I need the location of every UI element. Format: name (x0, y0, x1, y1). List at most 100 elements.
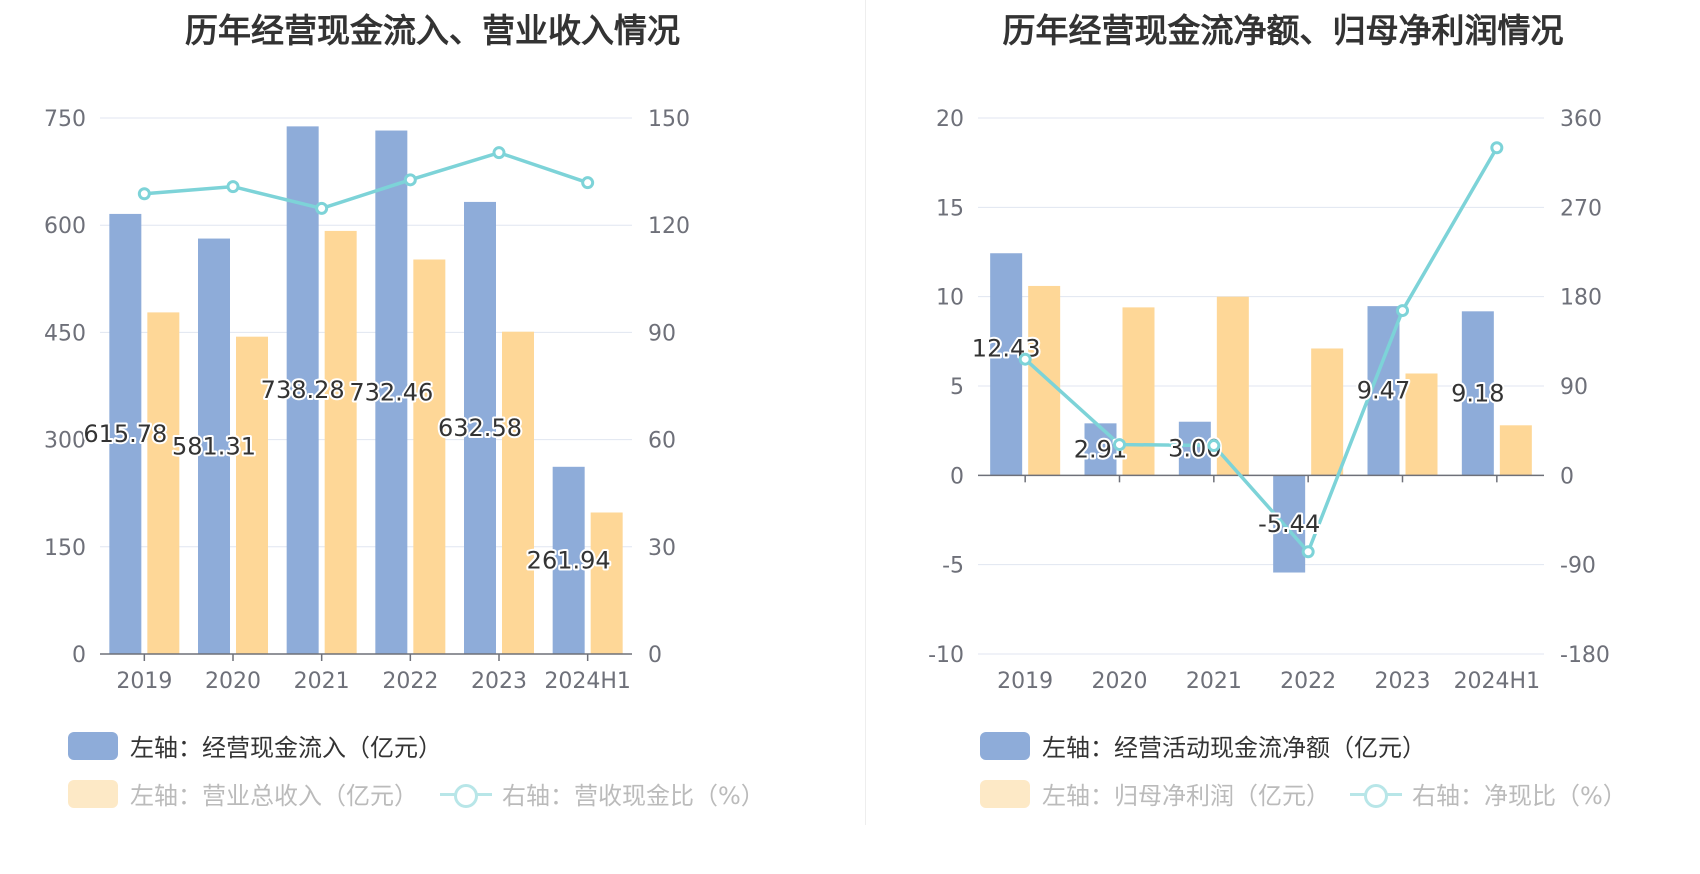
bar (413, 259, 446, 654)
right-tick-label: 90 (1560, 375, 1588, 400)
ratio-line (1023, 146, 1499, 556)
data-label: 738.28 (261, 376, 345, 404)
right-tick-label: 360 (1560, 107, 1602, 132)
ratio-point (403, 173, 417, 187)
x-tick-label: 2020 (205, 669, 261, 694)
right-tick-label: 30 (648, 536, 676, 561)
left-tick-label: 0 (950, 464, 964, 489)
bar (1405, 373, 1438, 476)
legend-swatch-orange (980, 779, 1030, 808)
x-tick-label: 2019 (997, 669, 1053, 694)
left-tick-label: 450 (44, 321, 86, 346)
data-label: -5.44 (1258, 510, 1320, 538)
left-tick-label: -10 (928, 643, 964, 668)
right-tick-label: 120 (648, 214, 690, 239)
left-tick-label: 300 (44, 429, 86, 454)
bar (286, 126, 319, 654)
bar (1178, 421, 1211, 476)
right-tick-label: -180 (1560, 643, 1610, 668)
x-tick-label: 2023 (1375, 669, 1431, 694)
ratio-point (226, 180, 240, 194)
ratio-point (1018, 352, 1032, 366)
bar (109, 213, 142, 655)
right-tick-label: 90 (648, 321, 676, 346)
bar (990, 253, 1023, 476)
left-tick-label: 20 (936, 107, 964, 132)
left-tick-label: -5 (942, 554, 964, 579)
right-tick-label: 180 (1560, 286, 1602, 311)
x-tick-label: 2022 (382, 669, 438, 694)
ratio-point (1113, 438, 1126, 452)
left-tick-label: 600 (44, 214, 86, 239)
bar (324, 230, 357, 654)
ratio-point (315, 201, 329, 215)
ratio-point (137, 187, 151, 201)
left-tick-label: 750 (44, 107, 86, 132)
bar (1461, 311, 1494, 476)
bar (375, 130, 408, 654)
chart-panel-netcash-profit: 历年经营现金流净额、归母净利润情况 -10 -5 0 5 10 15 20 -180 -90 0 9… (866, 0, 1700, 874)
legend-item-net-cashflow[interactable]: 左轴：经营活动现金流净额（亿元） (980, 728, 1426, 763)
legend-line-marker-icon (440, 780, 492, 808)
legend-swatch-blue (68, 731, 118, 760)
ratio-point (1207, 439, 1221, 453)
right-tick-label: -90 (1560, 554, 1596, 579)
chart-title: 历年经营现金流净额、归母净利润情况 (1002, 11, 1564, 50)
x-tick-label: 2024H1 (1454, 669, 1541, 694)
x-tick-label: 2022 (1280, 669, 1336, 694)
legend-label: 右轴：营收现金比（%） (502, 782, 765, 810)
ratio-point (1490, 141, 1504, 155)
data-label: 732.46 (349, 378, 433, 406)
legend-swatch-orange (68, 779, 118, 808)
data-label: 9.18 (1451, 379, 1504, 407)
right-tick-label: 270 (1560, 196, 1602, 221)
bar (236, 336, 268, 654)
bar (1122, 307, 1155, 476)
bar (464, 201, 496, 655)
legend-item-revenue[interactable]: 左轴：营业总收入（亿元） (68, 776, 418, 811)
chart-cashflow-revenue: 0 150 300 450 600 750 0 30 60 90 120 150 2019 2020 202… (44, 107, 690, 694)
x-tick-label: 2019 (116, 669, 172, 694)
x-tick-label: 2020 (1092, 669, 1148, 694)
ratio-line (144, 150, 589, 211)
panel-divider (865, 0, 866, 825)
right-tick-label: 150 (648, 107, 690, 132)
legend-label: 右轴：净现比（%） (1412, 782, 1627, 810)
x-tick-label: 2024H1 (544, 669, 631, 694)
data-label: 581.31 (172, 432, 256, 460)
bar (1084, 423, 1117, 476)
bar (502, 331, 534, 654)
legend-item-cash-inflow[interactable]: 左轴：经营现金流入（亿元） (68, 728, 442, 763)
chart-title: 历年经营现金流入、营业收入情况 (185, 11, 680, 50)
bar (198, 238, 230, 654)
bar (1311, 348, 1344, 476)
x-tick-label: 2021 (1186, 669, 1242, 694)
legend-label: 左轴：经营现金流入（亿元） (130, 734, 442, 762)
bar (552, 466, 585, 654)
legend-label: 左轴：营业总收入（亿元） (130, 782, 418, 810)
legend-item-net-profit[interactable]: 左轴：归母净利润（亿元） (980, 776, 1330, 811)
x-tick-label: 2021 (294, 669, 350, 694)
bar (1028, 285, 1061, 476)
legend-swatch-blue (980, 731, 1030, 760)
legend-line-marker-icon (1350, 780, 1402, 808)
ratio-point (1301, 545, 1315, 559)
chart-panel-cashflow-revenue: 历年经营现金流入、营业收入情况 0 150 300 450 600 750 0 30 60 90 1… (44, 11, 765, 811)
data-label: 632.58 (438, 414, 522, 442)
left-tick-label: 0 (72, 643, 86, 668)
legend-item-cash-ratio[interactable]: 右轴：营收现金比（%） (440, 776, 765, 811)
bar (147, 312, 180, 654)
left-tick-label: 10 (936, 286, 964, 311)
left-tick-label: 150 (44, 536, 86, 561)
bar (1273, 475, 1306, 573)
data-label: 261.94 (527, 546, 611, 574)
ratio-point (1396, 304, 1409, 318)
bar (1216, 296, 1249, 476)
right-tick-label: 0 (648, 643, 662, 668)
legend-label: 左轴：归母净利润（亿元） (1042, 782, 1330, 810)
right-tick-label: 60 (648, 429, 676, 454)
legend-item-net-cash-ratio[interactable]: 右轴：净现比（%） (1350, 776, 1627, 811)
left-tick-label: 5 (950, 375, 964, 400)
ratio-point (581, 176, 595, 190)
left-tick-label: 15 (936, 196, 964, 221)
